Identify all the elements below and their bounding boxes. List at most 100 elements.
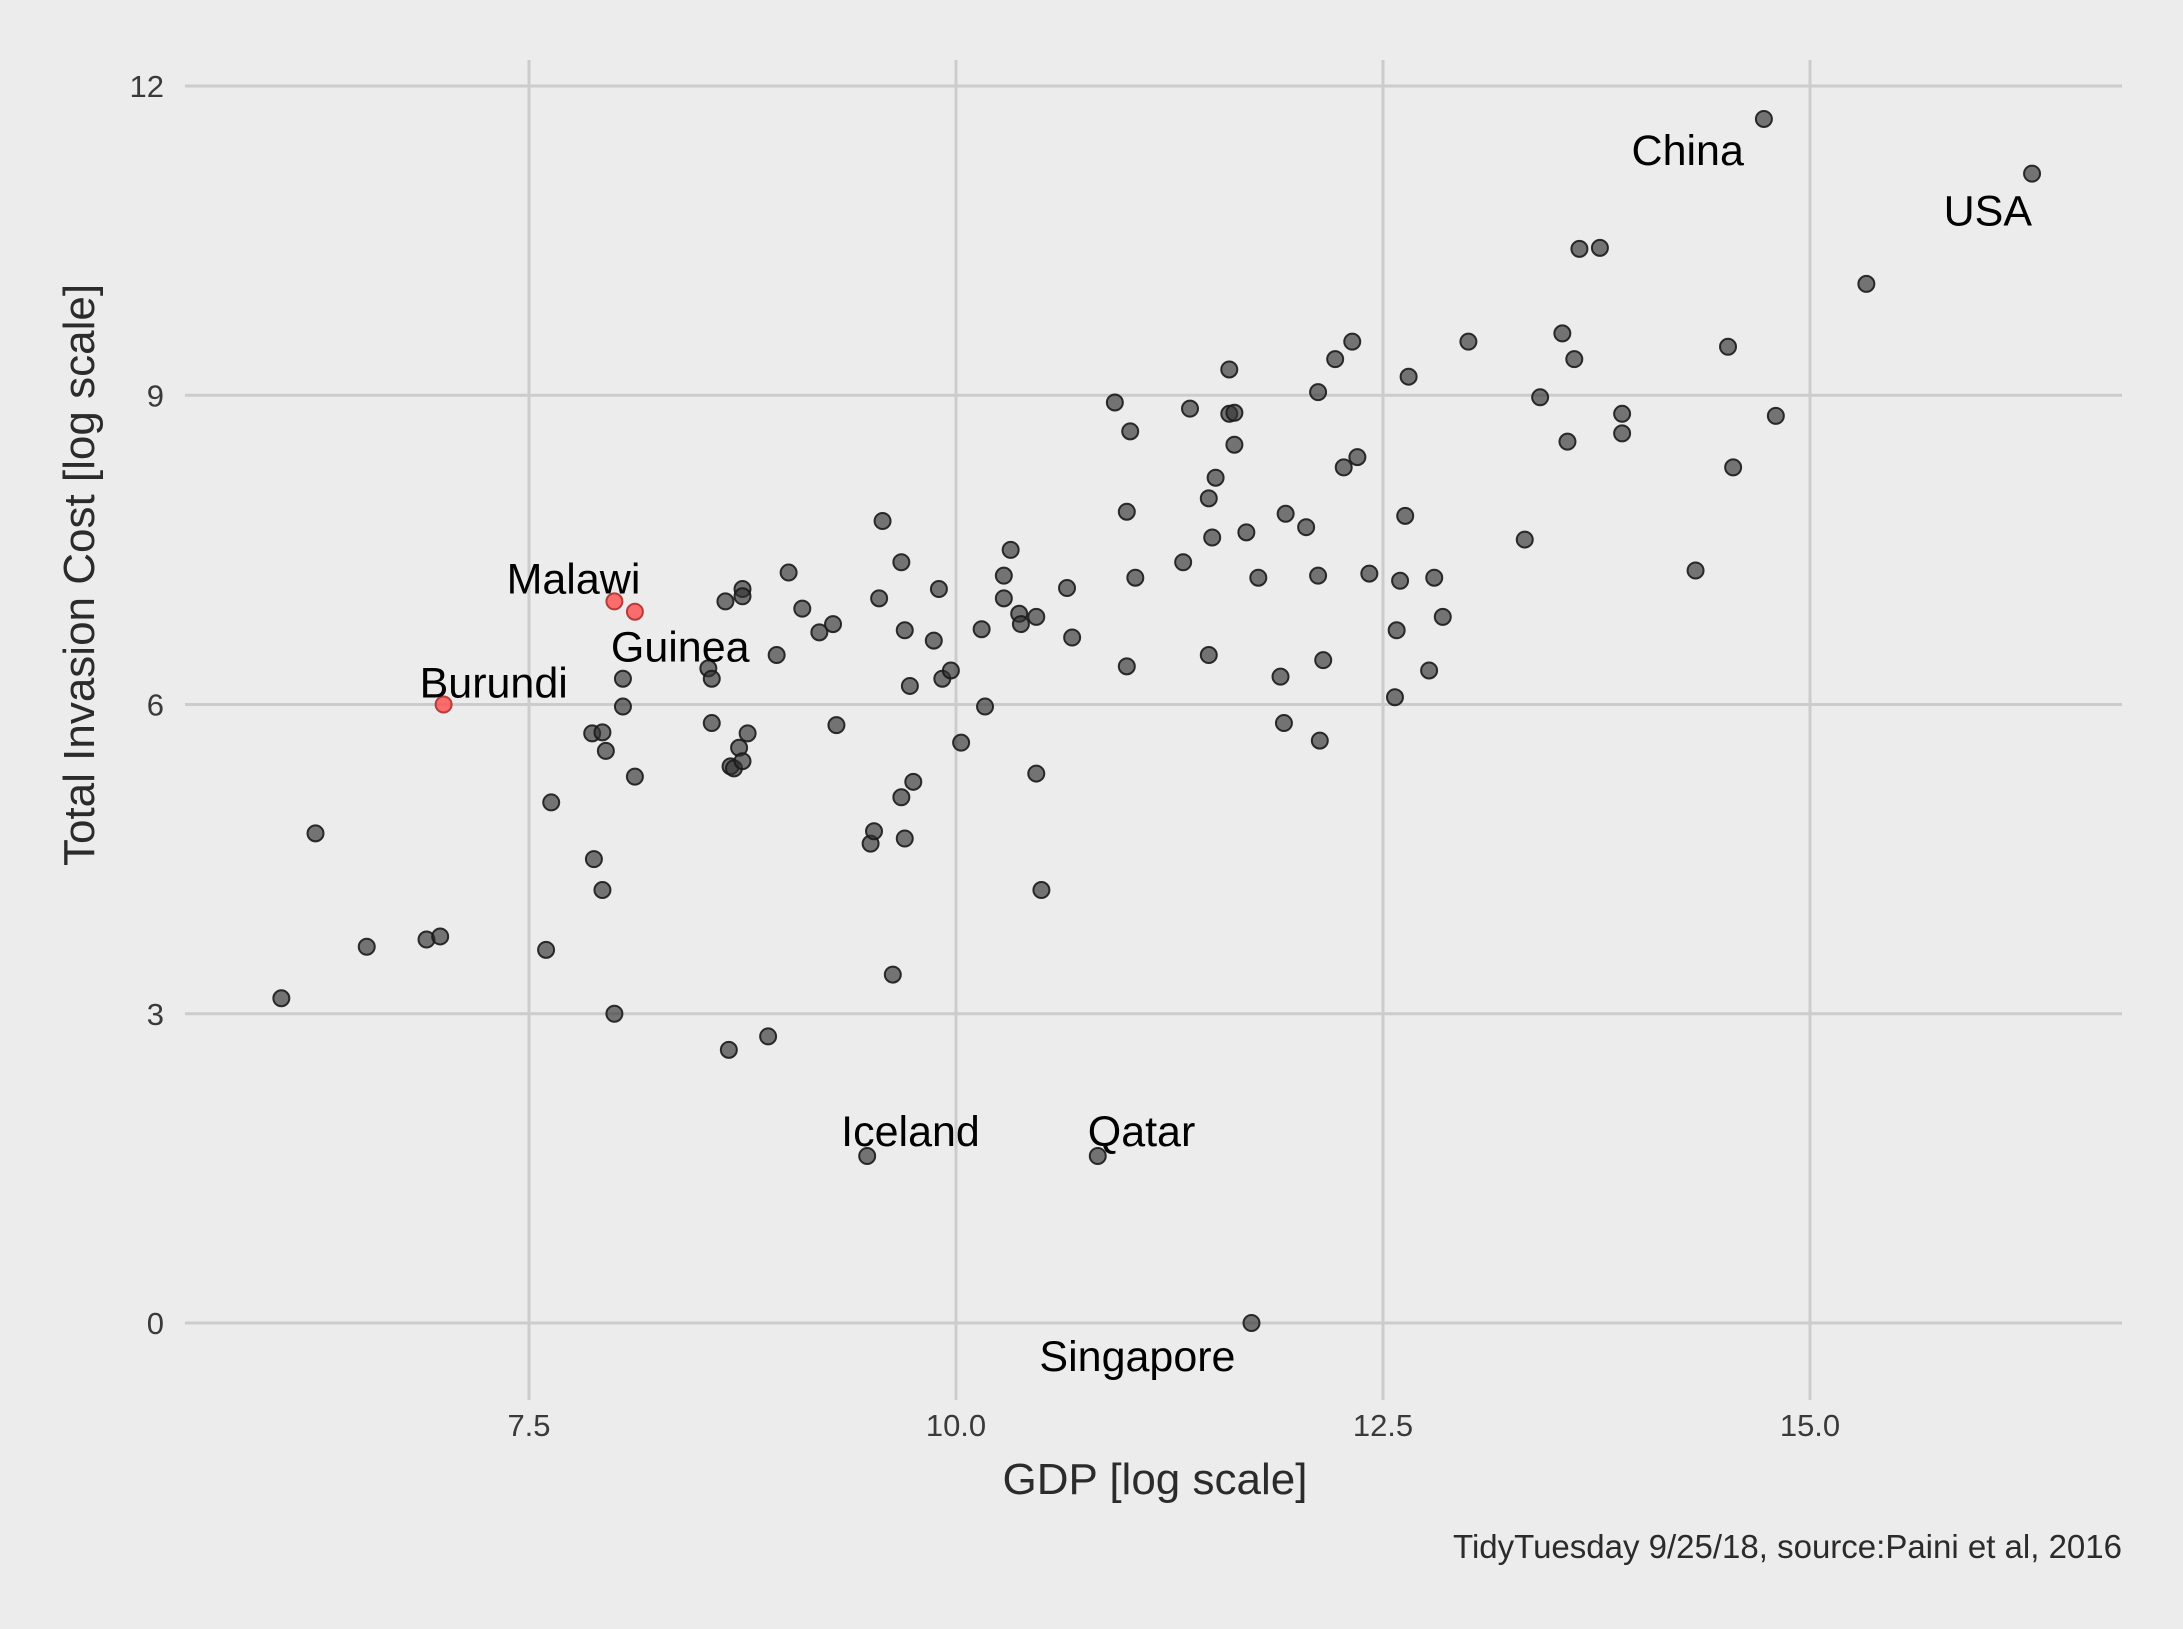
data-point	[1220, 360, 1239, 379]
data-point	[1420, 661, 1439, 680]
data-point	[873, 512, 892, 531]
data-point	[1249, 568, 1268, 587]
data-point	[1558, 432, 1577, 451]
highlighted-point	[605, 592, 624, 611]
data-point	[733, 752, 752, 771]
data-point	[1274, 714, 1293, 733]
data-point	[1011, 615, 1030, 634]
point-label: USA	[1944, 188, 2033, 236]
data-point	[1391, 571, 1410, 590]
data-point	[605, 1004, 624, 1023]
data-point	[1724, 458, 1743, 477]
data-point	[306, 824, 325, 843]
data-point	[941, 661, 960, 680]
data-point	[431, 927, 450, 946]
data-point	[1058, 579, 1077, 598]
point-label: China	[1632, 127, 1744, 175]
data-point	[1399, 367, 1418, 386]
data-point	[1396, 506, 1415, 525]
data-point	[1385, 688, 1404, 707]
data-point	[613, 669, 632, 688]
data-point	[994, 589, 1013, 608]
data-point	[824, 615, 843, 634]
data-point	[1360, 564, 1379, 583]
data-point	[613, 697, 632, 716]
data-point	[1121, 422, 1140, 441]
data-point	[719, 1040, 738, 1059]
data-point	[593, 723, 612, 742]
data-point	[904, 772, 923, 791]
data-point	[929, 580, 948, 599]
data-point	[1271, 667, 1290, 686]
data-point	[883, 965, 902, 984]
y-tick-label: 9	[147, 378, 164, 413]
data-point	[1613, 404, 1632, 423]
data-point	[1553, 324, 1572, 343]
data-point	[1225, 435, 1244, 454]
data-point	[1310, 731, 1329, 750]
data-point	[972, 620, 991, 639]
data-point	[895, 829, 914, 848]
data-point	[892, 553, 911, 572]
data-point	[1174, 553, 1193, 572]
y-tick-label: 12	[130, 69, 164, 104]
data-point	[759, 1027, 778, 1046]
data-point	[1126, 568, 1145, 587]
data-point	[738, 724, 757, 743]
data-point	[1343, 332, 1362, 351]
data-point	[1027, 764, 1046, 783]
x-tick-label: 7.5	[507, 1408, 550, 1443]
data-point	[767, 646, 786, 665]
data-point	[952, 733, 971, 752]
data-point	[1117, 657, 1136, 676]
data-point	[1276, 504, 1295, 523]
x-tick-label: 12.5	[1353, 1408, 1413, 1443]
point-label: Qatar	[1088, 1108, 1196, 1156]
data-point	[625, 767, 644, 786]
data-point	[1348, 448, 1367, 467]
data-point	[716, 592, 735, 611]
data-point	[1027, 607, 1046, 626]
data-point	[2023, 164, 2042, 183]
data-point	[1326, 350, 1345, 369]
data-point	[1570, 239, 1589, 258]
data-point	[272, 989, 291, 1008]
data-point	[733, 587, 752, 606]
data-point	[1686, 561, 1705, 580]
data-point	[793, 599, 812, 618]
data-point	[870, 589, 889, 608]
data-point	[1001, 540, 1020, 559]
data-point	[1225, 403, 1244, 422]
data-point	[895, 621, 914, 640]
data-point	[357, 937, 376, 956]
data-points	[272, 109, 2042, 1332]
y-axis-title: Total Invasion Cost [log scale]	[55, 284, 104, 866]
data-point	[827, 716, 846, 735]
y-tick-label: 0	[147, 1306, 164, 1341]
data-point	[1309, 383, 1328, 402]
data-point	[1433, 607, 1452, 626]
data-point	[702, 714, 721, 733]
x-tick-label: 10.0	[926, 1408, 986, 1443]
data-point	[1206, 468, 1225, 487]
data-point	[1242, 1314, 1261, 1332]
data-point	[1459, 332, 1478, 351]
data-point	[1088, 1147, 1107, 1166]
highlighted-point	[625, 602, 644, 621]
data-point	[1387, 621, 1406, 640]
data-point	[1314, 651, 1333, 670]
data-point	[1857, 274, 1876, 293]
x-axis-ticks: 7.5 10.0 12.5 15.0	[507, 1408, 1840, 1443]
point-label: Guinea	[611, 624, 750, 672]
data-point	[924, 631, 943, 650]
y-tick-label: 3	[147, 997, 164, 1032]
data-point	[1237, 523, 1256, 542]
point-label: Singapore	[1039, 1333, 1235, 1381]
data-point	[584, 850, 603, 869]
data-point	[593, 881, 612, 900]
point-label: Iceland	[841, 1108, 980, 1156]
data-point	[865, 822, 884, 841]
data-point	[900, 676, 919, 695]
data-point	[892, 788, 911, 807]
